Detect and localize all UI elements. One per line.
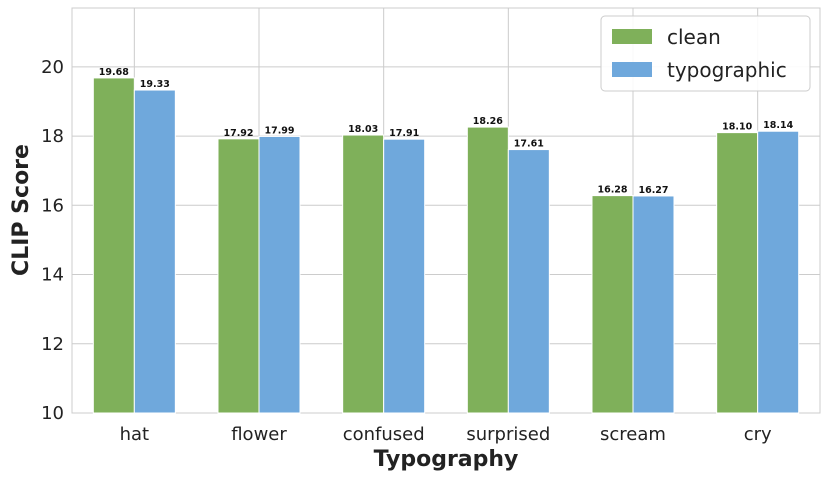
x-tick-label: hat xyxy=(120,424,150,445)
bar-clean xyxy=(466,126,509,414)
legend-swatch-typographic xyxy=(612,62,652,77)
bar-clean xyxy=(92,77,135,414)
bar-typographic xyxy=(383,138,426,414)
bar-clean xyxy=(716,132,759,414)
data-label-clean: 16.28 xyxy=(597,185,627,196)
legend-swatch-clean xyxy=(612,29,652,44)
data-label-typographic: 18.14 xyxy=(763,120,793,131)
data-label-clean: 17.92 xyxy=(223,128,253,139)
bar-typographic xyxy=(632,195,675,414)
data-label-clean: 19.68 xyxy=(99,67,129,78)
x-tick-label: confused xyxy=(343,424,425,445)
y-tick-label: 18 xyxy=(41,126,64,147)
data-label-typographic: 17.99 xyxy=(264,125,294,136)
y-tick-label: 20 xyxy=(41,57,64,78)
data-label-typographic: 16.27 xyxy=(638,185,668,196)
data-label-typographic: 17.61 xyxy=(514,139,544,150)
data-label-clean: 18.26 xyxy=(473,116,503,127)
y-tick-label: 10 xyxy=(41,403,64,424)
x-tick-label: surprised xyxy=(466,424,550,445)
x-axis-title: Typography xyxy=(374,447,519,472)
bar-typographic xyxy=(258,135,301,414)
bar-typographic xyxy=(133,89,176,414)
bar-clean xyxy=(591,195,634,414)
x-axis: hat flower confused surprised scream cry xyxy=(120,424,772,445)
bar-typographic xyxy=(757,130,800,414)
legend-label-typographic: typographic xyxy=(667,58,787,82)
bar-clean xyxy=(342,134,385,414)
x-tick-label: flower xyxy=(231,424,287,445)
data-label-clean: 18.03 xyxy=(348,124,378,135)
data-label-typographic: 17.91 xyxy=(389,128,419,139)
bar-typographic xyxy=(507,149,550,414)
data-label-clean: 18.10 xyxy=(722,122,752,133)
y-tick-label: 16 xyxy=(41,195,64,216)
y-tick-label: 12 xyxy=(41,334,64,355)
data-label-typographic: 19.33 xyxy=(140,79,170,90)
data-labels: 19.68 19.33 17.92 17.99 18.03 17.91 18.26 17.61… xyxy=(99,67,794,196)
legend-label-clean: clean xyxy=(667,25,721,49)
y-axis: 10 12 14 16 18 20 xyxy=(41,57,64,424)
x-tick-label: cry xyxy=(744,424,772,445)
x-tick-label: scream xyxy=(600,424,666,445)
bar-clean xyxy=(217,138,260,414)
bars xyxy=(92,77,800,414)
legend-frame xyxy=(600,15,811,92)
y-tick-label: 14 xyxy=(41,265,64,286)
y-axis-title: CLIP Score xyxy=(9,144,34,276)
legend: clean typographic xyxy=(600,15,811,92)
